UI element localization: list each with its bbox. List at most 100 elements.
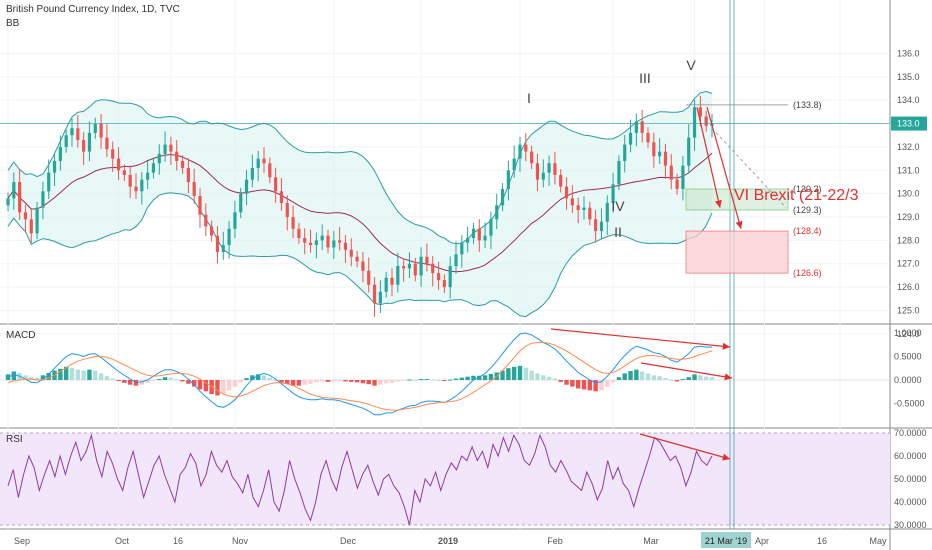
candle-body <box>320 235 324 241</box>
candle-body <box>6 198 10 206</box>
macd-histogram-bar <box>63 366 69 380</box>
candle-body <box>419 256 423 276</box>
macd-histogram-bar <box>657 376 662 380</box>
candle-body <box>29 219 33 234</box>
macd-histogram-bar <box>552 378 558 380</box>
macd-histogram-bar <box>11 371 17 380</box>
macd-histogram-bar <box>319 380 325 382</box>
candle-body <box>169 144 173 152</box>
support-zone-box <box>685 188 789 211</box>
macd-histogram-bar <box>290 380 296 386</box>
candle-body <box>23 212 28 220</box>
macd-histogram-bar <box>447 379 453 381</box>
macd-signal-line <box>7 341 713 411</box>
candle-body <box>623 144 627 161</box>
macd-histogram-bar <box>174 379 179 381</box>
macd-histogram-bar <box>197 380 203 390</box>
candle-body <box>372 284 377 304</box>
candle-body <box>559 174 563 187</box>
wave-label: I <box>527 90 531 106</box>
candle-body <box>704 116 708 126</box>
macd-histogram-bar <box>541 375 546 380</box>
candle-body <box>454 254 458 267</box>
macd-histogram-bar <box>511 366 517 380</box>
macd-histogram-bar <box>599 380 604 391</box>
macd-histogram-bar <box>40 375 46 380</box>
macd-histogram-bar <box>546 376 552 380</box>
forecast-arrow <box>696 107 722 208</box>
price-tick-label: 132.0 <box>897 142 920 152</box>
macd-histogram-bar <box>523 367 529 380</box>
bollinger-basis-line <box>7 152 713 273</box>
level-label: (130.2) <box>793 184 822 194</box>
time-tick-label: Dec <box>340 536 357 546</box>
macd-tick-label: 1.0000 <box>894 328 922 338</box>
candle-body <box>460 242 464 255</box>
candle-body <box>99 123 103 138</box>
macd-histogram-bar <box>296 380 302 386</box>
cursor-date-text: 21 Mar '19 <box>705 536 747 546</box>
candle-body <box>122 170 126 175</box>
forecast-arrow <box>706 107 743 229</box>
divergence-arrow <box>639 433 731 461</box>
time-tick-label: Feb <box>547 536 563 546</box>
candle-body <box>431 263 435 274</box>
candle-body <box>93 123 97 133</box>
macd-histogram-bar <box>267 377 273 380</box>
candle-body <box>553 163 557 175</box>
macd-histogram-bar <box>686 377 691 380</box>
time-tick-label: 2019 <box>438 536 458 546</box>
macd-histogram-bar <box>418 379 424 381</box>
macd-histogram-bar <box>226 380 232 391</box>
candle-body <box>35 207 39 234</box>
bb-indicator-label: BB <box>6 18 20 29</box>
price-tick-label: 130.0 <box>897 189 920 199</box>
candle-body <box>186 167 190 182</box>
candle-body <box>413 263 417 276</box>
candle-body <box>128 174 132 187</box>
price-tick-label: 124.0 <box>897 329 920 339</box>
macd-histogram-bar <box>628 371 633 380</box>
rsi-tick-label: 50.0000 <box>894 474 927 484</box>
candle-body <box>582 207 586 211</box>
time-tick-label: 16 <box>817 536 827 546</box>
macd-histogram-bar <box>349 380 354 382</box>
candle-body <box>146 172 150 180</box>
time-tick-label: Nov <box>232 536 249 546</box>
macd-histogram-bar <box>680 379 686 381</box>
macd-histogram-bar <box>372 380 377 386</box>
wave-label: V <box>686 57 696 73</box>
bollinger-upper-line <box>7 90 713 245</box>
candle-body <box>297 228 301 239</box>
candle-body <box>570 198 574 206</box>
candle-body <box>489 219 493 236</box>
time-tick-label: Apr <box>755 536 769 546</box>
candle-body <box>384 277 388 292</box>
macd-histogram-bar <box>517 365 523 380</box>
candle-body <box>361 261 365 271</box>
macd-histogram-bar <box>203 380 209 392</box>
candle-body <box>111 149 115 159</box>
candle-body <box>274 177 278 192</box>
candle-body <box>390 277 394 285</box>
candle-body <box>402 266 406 269</box>
candle-body <box>605 203 609 222</box>
wave-label: IV <box>611 198 625 214</box>
candle-body <box>140 179 144 192</box>
candle-body <box>82 139 86 152</box>
candle-body <box>378 291 382 304</box>
current-price-tag <box>891 116 927 131</box>
macd-histogram-bar <box>127 380 133 385</box>
candle-body <box>175 151 179 161</box>
macd-histogram-bar <box>157 379 162 381</box>
rsi-pane-label: RSI <box>6 434 23 445</box>
price-tick-label: 136.0 <box>897 49 920 59</box>
macd-histogram-bar <box>93 370 98 380</box>
candle-body <box>541 172 545 180</box>
candle-body <box>634 121 638 133</box>
macd-histogram-bar <box>46 372 51 380</box>
macd-pane-label: MACD <box>6 330 36 341</box>
macd-histogram-bar <box>354 380 360 383</box>
